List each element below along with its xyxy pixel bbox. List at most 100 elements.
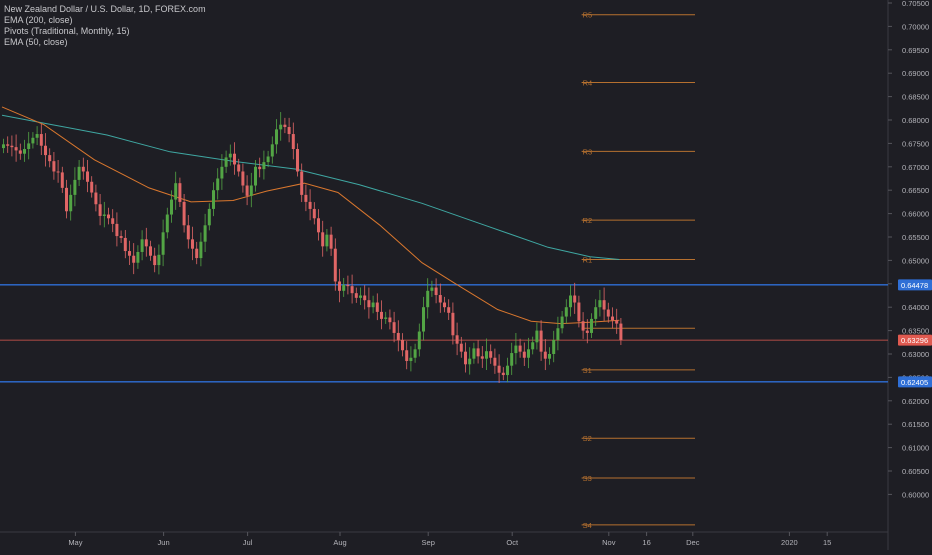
- candle-down: [283, 124, 287, 128]
- candle-down: [464, 351, 467, 365]
- candle-up: [598, 300, 602, 308]
- candle-down: [602, 300, 606, 310]
- candle-up: [279, 124, 283, 130]
- candle-down: [195, 248, 199, 259]
- candle-down: [438, 295, 442, 303]
- y-tick-label: 0.61000: [902, 444, 929, 453]
- candle-down: [6, 144, 10, 146]
- candle-down: [346, 284, 350, 287]
- candle-up: [275, 129, 278, 145]
- candle-down: [312, 208, 316, 219]
- pivot-label: R2: [583, 216, 593, 225]
- candle-down: [522, 351, 526, 358]
- candle-down: [48, 155, 52, 162]
- x-tick-label: 2020: [781, 538, 798, 547]
- candle-up: [23, 149, 26, 154]
- candle-down: [606, 309, 610, 317]
- candle-up: [564, 307, 568, 317]
- candle-down: [396, 332, 400, 340]
- candle-up: [384, 317, 388, 319]
- candle-up: [594, 307, 598, 319]
- y-tick-label: 0.65000: [902, 256, 929, 265]
- candle-down: [60, 172, 64, 188]
- candle-up: [31, 137, 35, 144]
- candle-up: [207, 208, 211, 226]
- last-price-badge: [898, 334, 932, 346]
- last-price-label: 0.63296: [901, 336, 928, 345]
- candle-up: [254, 166, 257, 186]
- candle-up: [212, 190, 215, 209]
- horizontal-level-label: 0.62405: [901, 378, 928, 387]
- x-tick-label: Dec: [686, 538, 700, 547]
- candle-up: [413, 349, 417, 358]
- candle-down: [39, 134, 43, 146]
- candle-down: [317, 218, 320, 233]
- candle-up: [165, 214, 169, 233]
- candle-up: [506, 365, 509, 376]
- candle-down: [287, 127, 291, 135]
- candle-down: [615, 320, 619, 324]
- candle-up: [552, 339, 556, 354]
- candle-up: [249, 185, 253, 196]
- candle-down: [308, 201, 312, 209]
- candle-down: [44, 145, 47, 156]
- legend-ema200[interactable]: EMA (200, close): [4, 15, 73, 25]
- candle-down: [304, 194, 308, 202]
- candle-down: [123, 237, 127, 252]
- y-tick-label: 0.68500: [902, 93, 929, 102]
- candle-down: [392, 322, 396, 333]
- candle-down: [296, 149, 299, 172]
- candle-down: [300, 171, 304, 195]
- candle-down: [447, 307, 451, 313]
- x-tick-label: Sep: [422, 538, 435, 547]
- x-tick-label: Nov: [602, 538, 616, 547]
- candle-up: [569, 295, 572, 308]
- candle-up: [2, 144, 5, 149]
- candle-up: [485, 351, 488, 359]
- legend-ema50[interactable]: EMA (50, close): [4, 37, 68, 47]
- y-tick-label: 0.61500: [902, 420, 929, 429]
- y-tick-label: 0.66000: [902, 210, 929, 219]
- candle-up: [220, 166, 224, 179]
- legend-pivots[interactable]: Pivots (Traditional, Monthly, 15): [4, 26, 130, 36]
- x-tick-label: Oct: [506, 538, 519, 547]
- candle-down: [497, 365, 501, 373]
- candle-down: [14, 147, 18, 151]
- candle-down: [237, 164, 241, 172]
- candle-down: [119, 236, 123, 238]
- candle-up: [262, 162, 266, 170]
- y-tick-label: 0.63000: [902, 350, 929, 359]
- candle-up: [510, 353, 514, 366]
- ema200-line: [1, 114, 620, 260]
- horizontal-level-label: 0.64478: [901, 281, 928, 290]
- candle-up: [136, 251, 140, 263]
- candle-down: [329, 234, 333, 249]
- y-tick-label: 0.69500: [902, 46, 929, 55]
- candle-down: [107, 214, 110, 219]
- x-tick-label: Jul: [243, 538, 253, 547]
- pivot-label: R5: [583, 11, 593, 20]
- candle-down: [10, 145, 14, 148]
- candle-up: [157, 254, 161, 266]
- candles-group: [2, 112, 623, 384]
- candle-up: [422, 307, 425, 332]
- candle-down: [451, 312, 455, 336]
- candle-up: [77, 166, 81, 180]
- pivot-label: R3: [583, 147, 593, 156]
- pivot-label: S4: [583, 521, 592, 530]
- candle-down: [86, 171, 89, 182]
- candle-up: [27, 143, 31, 150]
- y-tick-label: 0.67000: [902, 163, 929, 172]
- x-tick-label: Jun: [158, 538, 170, 547]
- candle-down: [149, 246, 152, 256]
- candle-down: [178, 183, 182, 202]
- y-tick-label: 0.62000: [902, 397, 929, 406]
- candle-down: [56, 171, 60, 173]
- candle-down: [619, 323, 623, 340]
- y-tick-label: 0.60000: [902, 490, 929, 499]
- candle-down: [128, 251, 131, 256]
- y-tick-label: 0.63500: [902, 327, 929, 336]
